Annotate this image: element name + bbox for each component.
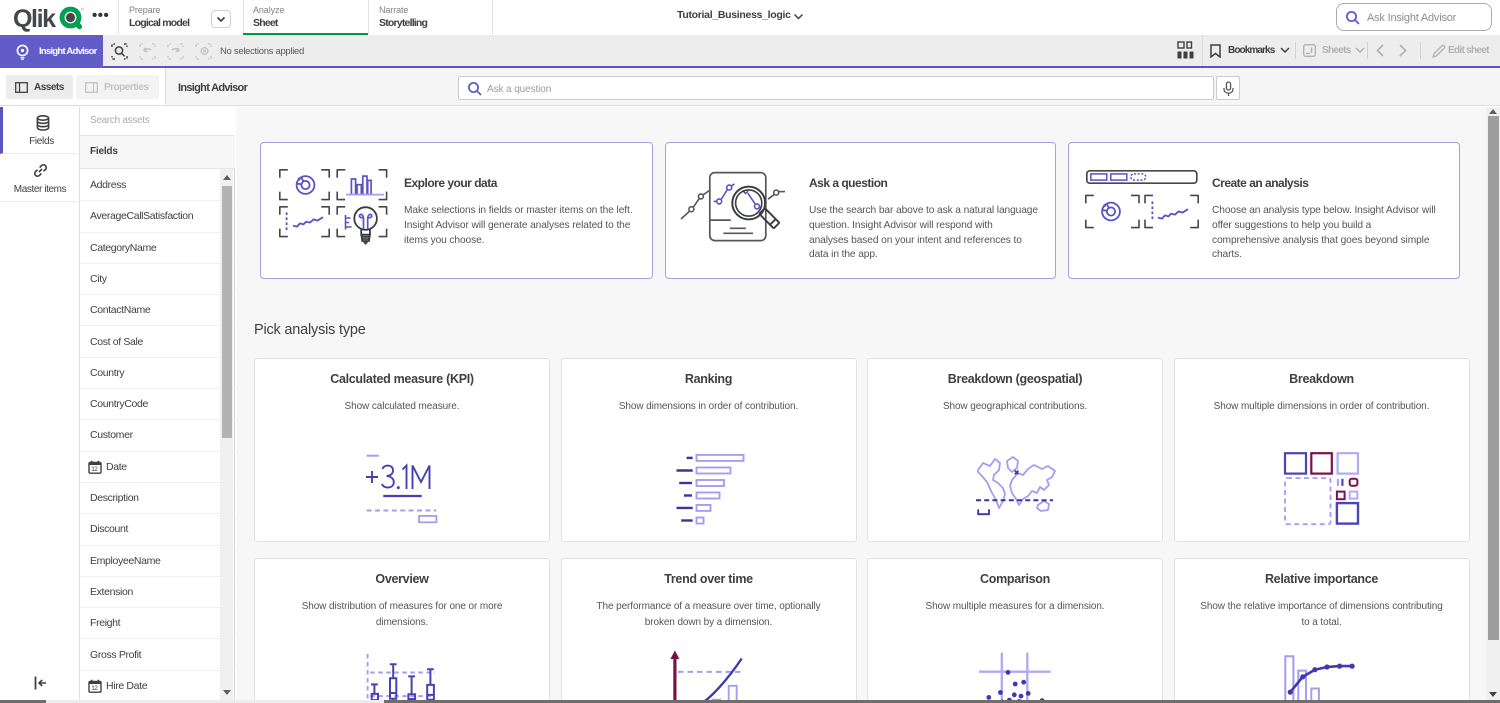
svg-text:12: 12 <box>91 466 98 473</box>
svg-text:Qlik: Qlik <box>13 5 56 32</box>
svg-text:12: 12 <box>91 685 98 692</box>
